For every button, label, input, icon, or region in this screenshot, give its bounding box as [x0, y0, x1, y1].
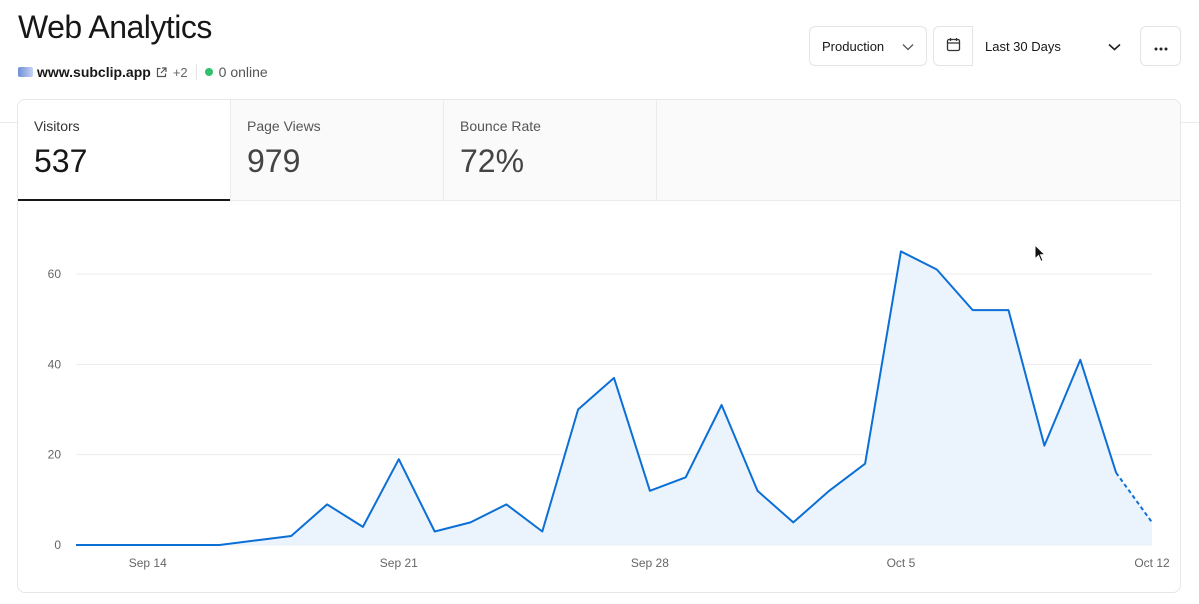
- date-range-select[interactable]: Last 30 Days: [973, 26, 1133, 66]
- chevron-down-icon: [902, 39, 914, 54]
- calendar-button[interactable]: [933, 26, 973, 66]
- y-tick-label: 60: [48, 267, 62, 281]
- x-tick-label: Oct 12: [1134, 556, 1170, 570]
- y-tick-label: 40: [48, 357, 62, 371]
- x-tick-label: Sep 28: [631, 556, 669, 570]
- site-domain-link[interactable]: www.subclip.app: [37, 64, 151, 80]
- date-range-value: Last 30 Days: [985, 38, 1061, 54]
- online-status-dot: [204, 68, 213, 76]
- more-options-button[interactable]: [1140, 26, 1181, 66]
- tabs-filler: [657, 100, 1180, 200]
- chevron-down-icon: [1108, 39, 1121, 54]
- tab-label: Page Views: [247, 118, 321, 134]
- tab-value: 979: [247, 143, 301, 179]
- calendar-icon: [946, 37, 961, 55]
- tab-value: 72%: [460, 143, 525, 179]
- tab-value: 537: [34, 143, 88, 179]
- page-title: Web Analytics: [18, 9, 212, 45]
- tab-page-views[interactable]: Page Views 979: [231, 100, 444, 200]
- x-tick-label: Sep 14: [129, 556, 167, 570]
- visitors-line-partial: [1115, 472, 1153, 523]
- site-info-row: www.subclip.app +2 0 online: [18, 63, 268, 81]
- online-status-text: 0 online: [218, 64, 268, 80]
- x-tick-label: Sep 21: [380, 556, 418, 570]
- visitors-area-fill: [76, 251, 1152, 545]
- environment-select[interactable]: Production: [809, 26, 927, 66]
- more-horizontal-icon: [1154, 39, 1168, 54]
- tab-label: Bounce Rate: [460, 118, 541, 134]
- toolbar-controls: Production Last 30 Days: [809, 26, 1181, 66]
- environment-select-value: Production: [822, 38, 885, 54]
- x-tick-label: Oct 5: [887, 556, 916, 570]
- visitors-line: [76, 250, 1118, 546]
- y-tick-label: 20: [48, 448, 62, 462]
- site-row-separator: [195, 64, 197, 80]
- site-favicon-icon: [18, 67, 33, 77]
- metric-tabs: Visitors 537 Page Views 979 Bounce Rate …: [18, 100, 1180, 201]
- external-link-icon[interactable]: [156, 66, 167, 78]
- extra-domains-count[interactable]: +2: [172, 64, 188, 80]
- tab-bounce-rate[interactable]: Bounce Rate 72%: [444, 100, 657, 200]
- tab-label: Visitors: [34, 118, 80, 134]
- mouse-cursor-icon: [1034, 243, 1047, 268]
- date-range-group: Last 30 Days: [933, 26, 1133, 66]
- y-tick-label: 0: [54, 538, 61, 552]
- tab-visitors[interactable]: Visitors 537: [18, 100, 231, 201]
